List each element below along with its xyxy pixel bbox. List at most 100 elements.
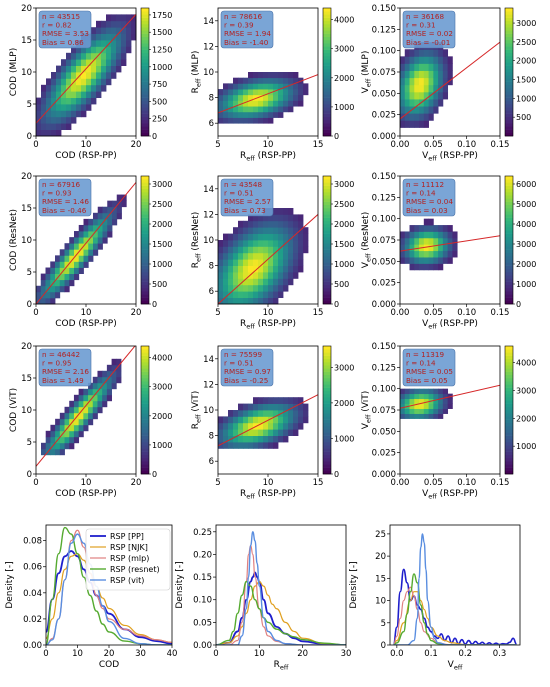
heatmap-cell	[69, 430, 75, 438]
heatmap-cell	[419, 388, 425, 395]
y-tick-label: 20	[21, 4, 32, 14]
heatmap-cell	[228, 83, 234, 90]
colorbar-segment	[323, 432, 331, 436]
heatmap-cell	[433, 56, 439, 64]
heatmap-cell	[283, 100, 289, 107]
heatmap-cell	[69, 243, 75, 250]
colorbar-segment	[505, 281, 513, 286]
colorbar-tick-label: 0	[152, 132, 157, 141]
heatmap-cell	[298, 227, 304, 234]
heatmap-cell	[96, 40, 102, 47]
heatmap-cell	[423, 70, 429, 79]
heatmap-cell	[248, 291, 254, 298]
heatmap-cell	[64, 267, 70, 274]
colorbar-segment	[141, 126, 149, 130]
heatmap-cell	[55, 418, 61, 426]
heatmap-cell	[223, 442, 229, 449]
x-tick-label: 10	[72, 649, 83, 659]
x-tick-label: 0.15	[491, 308, 510, 318]
colorbar-tick-label: 1000	[334, 103, 354, 112]
heatmap-cell	[263, 117, 269, 124]
colorbar-segment	[323, 442, 331, 446]
heatmap-cell	[248, 214, 254, 222]
colorbar-segment	[141, 59, 149, 63]
legend-entry: RSP (resnet)	[110, 565, 160, 574]
heatmap-cell	[452, 244, 458, 252]
heatmap-cell	[73, 412, 80, 420]
y-tick-label: 20	[21, 172, 32, 182]
colorbar-segment	[141, 413, 149, 417]
heatmap-cell	[238, 410, 244, 417]
colorbar-segment	[323, 27, 331, 31]
colorbar-segment	[505, 201, 513, 206]
heatmap-cell	[433, 237, 439, 245]
x-tick-label: 0	[33, 308, 38, 318]
heatmap-cell	[263, 265, 269, 273]
heatmap-cell	[419, 413, 425, 419]
y-axis-label: Veff (ViT)	[361, 391, 373, 430]
heatmap-cell	[102, 394, 108, 402]
colorbar-segment	[141, 378, 149, 382]
colorbar-segment	[323, 419, 331, 424]
heatmap-cell	[218, 429, 224, 436]
heatmap-cell	[107, 206, 113, 214]
heatmap-cell	[243, 435, 249, 443]
colorbar-tick-label: 2000	[334, 399, 354, 408]
colorbar-segment	[505, 397, 513, 401]
colorbar-segment	[141, 94, 149, 98]
colorbar-segment	[505, 252, 513, 257]
heatmap-cell	[428, 393, 434, 400]
colorbar-segment	[505, 352, 513, 356]
colorbar-segment	[323, 126, 331, 130]
heatmap-cell	[74, 243, 80, 250]
heatmap-cell	[83, 237, 89, 244]
colorbar-segment	[505, 104, 513, 108]
y-tick-label: 0.050	[372, 89, 396, 99]
heatmap-cell	[283, 397, 289, 404]
y-tick-label: 5	[381, 619, 386, 629]
heatmap-cell	[248, 410, 254, 417]
heatmap-cell	[293, 397, 299, 404]
colorbar-segment	[505, 272, 513, 276]
heatmap-cell	[46, 78, 52, 86]
heatmap-cell	[218, 278, 224, 286]
heatmap-cell	[97, 370, 103, 378]
heatmap-cell	[404, 237, 410, 245]
heatmap-cell	[423, 63, 429, 71]
heatmap-cell	[404, 398, 410, 404]
colorbar-segment	[323, 81, 331, 86]
heatmap-cell	[71, 72, 77, 79]
fit-line	[218, 74, 318, 114]
heatmap-cell	[409, 403, 415, 409]
colorbar-segment	[505, 429, 513, 433]
heatmap-cell	[433, 393, 439, 400]
colorbar-segment	[323, 288, 331, 292]
heatmap-cell	[248, 297, 254, 305]
heatmap-cell	[111, 370, 117, 378]
stats-line: r = 0.14	[406, 189, 436, 198]
colorbar-segment	[323, 470, 331, 475]
heatmap-cell	[288, 410, 294, 417]
svg-text:Reff (ResNet): Reff (ResNet)	[191, 212, 203, 269]
heatmap-cell	[258, 240, 264, 247]
heatmap-cell	[96, 20, 102, 28]
fit-line	[400, 235, 500, 252]
colorbar-segment	[141, 300, 149, 305]
heatmap-cell	[86, 65, 92, 73]
heatmap-cell	[438, 388, 444, 395]
heatmap-cell	[116, 40, 122, 47]
heatmap-cell	[452, 231, 458, 239]
colorbar-segment	[505, 120, 513, 124]
heatmap-cell	[258, 297, 264, 305]
x-tick-label: 0.10	[457, 478, 476, 488]
heatmap-cell	[414, 263, 420, 271]
heatmap-cell	[69, 267, 75, 274]
colorbar-segment	[505, 220, 513, 225]
heatmap-cell	[126, 33, 132, 41]
heatmap-cell	[223, 252, 229, 260]
heatmap-cell	[228, 117, 234, 124]
heatmap-cell	[92, 376, 98, 384]
colorbar-segment	[505, 400, 513, 404]
heatmap-cell	[409, 250, 415, 258]
